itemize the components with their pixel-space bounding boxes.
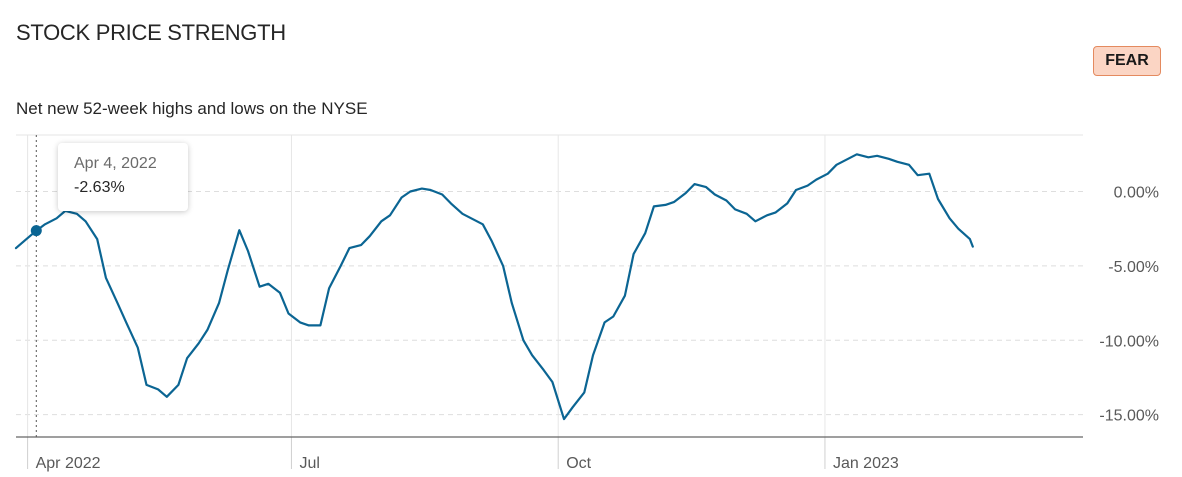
- x-tick-label: Jan 2023: [833, 455, 899, 472]
- series-line[interactable]: [14, 153, 974, 421]
- x-tick-label: Oct: [566, 455, 591, 472]
- y-tick-label: -5.00%: [1108, 259, 1159, 276]
- y-tick-label: 0.00%: [1114, 185, 1159, 202]
- y-axis: 0.00% -5.00% -10.00% -15.00%: [1099, 185, 1159, 425]
- hover-point[interactable]: [30, 225, 42, 237]
- x-tick-label: Jul: [299, 455, 319, 472]
- y-tick-label: -10.00%: [1099, 333, 1159, 350]
- sentiment-badge: FEAR: [1093, 46, 1161, 76]
- y-tick-label: -15.00%: [1099, 408, 1159, 425]
- tooltip: Apr 4, 2022 -2.63%: [58, 143, 188, 211]
- x-tick-label: Apr 2022: [36, 455, 101, 472]
- gridlines: [16, 134, 1083, 437]
- tooltip-date: Apr 4, 2022: [74, 155, 157, 172]
- chart-subtitle: Net new 52-week highs and lows on the NY…: [16, 99, 368, 118]
- tooltip-value: -2.63%: [74, 179, 125, 196]
- x-axis: Apr 2022 Jul Oct Jan 2023: [16, 436, 1083, 472]
- chart-title: STOCK PRICE STRENGTH: [16, 20, 286, 45]
